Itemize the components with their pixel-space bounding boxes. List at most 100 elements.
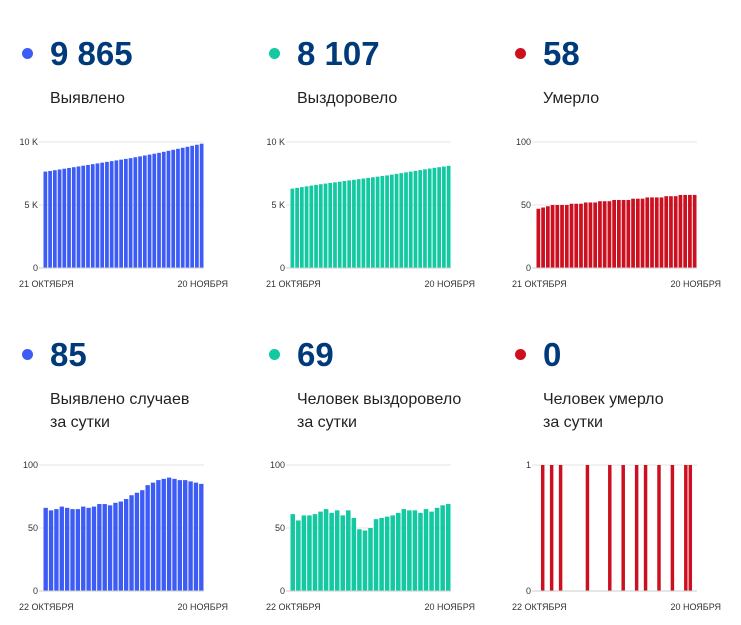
y-tick-label: 0 [280, 263, 285, 273]
bar [107, 505, 113, 591]
series-dot [269, 349, 280, 360]
bar [59, 506, 64, 591]
bar [669, 196, 673, 268]
bar [43, 171, 48, 268]
y-tick-label: 0 [33, 263, 38, 273]
bar [328, 182, 333, 268]
bar [142, 155, 147, 268]
x-tick-label-start: 21 ОКТЯБРЯ [19, 279, 74, 289]
bar [612, 199, 616, 268]
bar [558, 465, 563, 591]
bar [152, 153, 157, 268]
stat-panel-4: 85 Выявлено случаев за сутки [20, 335, 240, 435]
stat-panel-5: 69 Человек выздоровело за сутки [267, 335, 487, 435]
bar [401, 509, 407, 591]
bar [593, 202, 598, 268]
bar [290, 188, 295, 268]
bar [635, 198, 640, 268]
bar [105, 161, 109, 268]
bar [157, 152, 161, 268]
bar [86, 164, 90, 268]
stat-panel-2: 8 107 Выздоровело [267, 34, 487, 304]
chart-daily-deaths: 1 0 22 ОКТЯБРЯ 20 НОЯБРЯ [512, 460, 721, 612]
bar [626, 199, 631, 268]
bar [57, 169, 62, 268]
stat-value: 9 865 [50, 35, 133, 72]
series-dot [515, 349, 526, 360]
bar [109, 161, 114, 268]
chart-cumulative-detected: 10 K 5 K 0 21 ОКТЯБРЯ 20 НОЯБРЯ [19, 137, 228, 289]
bar [54, 509, 59, 591]
stat-value: 85 [50, 336, 87, 373]
bar [67, 167, 71, 268]
bar [140, 490, 145, 591]
bar [608, 465, 612, 591]
bar [124, 158, 128, 268]
bar [549, 465, 554, 591]
bar [307, 515, 312, 591]
series-dot [22, 349, 33, 360]
bar [156, 480, 161, 591]
stat-label-line-2: за сутки [297, 414, 357, 431]
bar [176, 148, 180, 268]
bar [71, 167, 76, 268]
bar [602, 201, 607, 268]
y-tick-label: 100 [23, 460, 38, 470]
stat-label: Человек умерло за сутки [543, 388, 664, 434]
chart-cumulative-deaths: 100 50 0 21 ОКТЯБРЯ 20 НОЯБРЯ [512, 137, 721, 289]
bar [75, 509, 81, 591]
bar [362, 530, 368, 591]
bar [180, 147, 185, 268]
bar [334, 510, 340, 591]
bar [329, 512, 334, 591]
bar [323, 509, 329, 591]
bar [318, 184, 323, 268]
bar [440, 505, 445, 591]
bar [664, 196, 669, 268]
bar [86, 507, 91, 591]
bar [385, 175, 389, 268]
x-tick-label-end: 20 НОЯБРЯ [177, 602, 228, 612]
bar [318, 511, 323, 591]
bar [423, 169, 427, 268]
bar [91, 506, 97, 591]
bar [621, 465, 625, 591]
bar [418, 512, 423, 591]
bar [683, 194, 688, 268]
bar [177, 480, 183, 591]
bar [390, 515, 395, 591]
bar [437, 167, 442, 268]
bar [113, 502, 118, 591]
bar [81, 165, 86, 268]
bar [301, 515, 307, 591]
bar [395, 512, 401, 591]
bar [541, 207, 545, 268]
bar [81, 506, 86, 591]
bar [579, 203, 583, 268]
bar [134, 492, 140, 591]
bar [171, 149, 176, 268]
stat-label: Выявлено случаев за сутки [50, 388, 189, 434]
bar [445, 504, 451, 591]
y-tick-label: 10 K [266, 137, 285, 147]
bar [657, 465, 661, 591]
bar [583, 202, 588, 268]
stat-value: 58 [543, 35, 580, 72]
y-tick-label: 50 [275, 523, 285, 533]
bar [150, 482, 156, 591]
bar [161, 151, 166, 268]
x-tick-label-start: 22 ОКТЯБРЯ [512, 602, 567, 612]
bar [536, 208, 541, 268]
stat-label-line-1: Человек умерло [543, 391, 664, 408]
stat-value: 69 [297, 336, 334, 373]
y-tick-label: 0 [526, 263, 531, 273]
bar [347, 180, 352, 268]
bar [172, 478, 177, 591]
stat-panel-1: 9 865 Выявлено [20, 34, 240, 304]
x-tick-label-start: 21 ОКТЯБРЯ [266, 279, 321, 289]
bar [373, 519, 379, 591]
bar [299, 187, 304, 268]
y-tick-label: 5 K [271, 200, 285, 210]
bar [314, 184, 318, 268]
bar [550, 205, 555, 268]
